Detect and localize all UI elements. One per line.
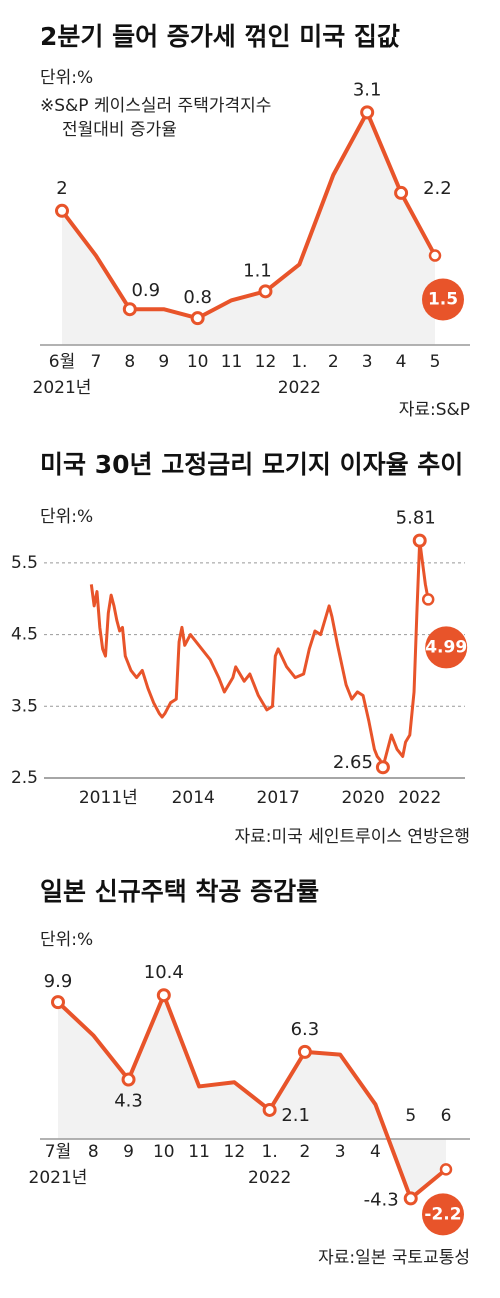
x-tick-label: 6 (441, 1106, 452, 1126)
x-tick-label: 6월 2021년 (33, 352, 92, 398)
value-label: 2 (56, 178, 67, 199)
point-marker (412, 533, 427, 548)
chart-title: 일본 신규주택 착공 증감률 (40, 877, 319, 906)
y-tick-label: 5.5 (11, 553, 38, 573)
x-tick-label: 9 (123, 1142, 134, 1162)
unit-label: 단위:% (40, 507, 93, 527)
x-tick-label: 2 (328, 352, 339, 372)
point-marker (421, 593, 435, 606)
highlight-marker (422, 278, 464, 321)
x-tick-label: 10 (187, 352, 209, 372)
y-tick-label: 3.5 (11, 696, 38, 716)
x-tick-label: 2017 (257, 788, 300, 808)
x-tick-label: 3 (335, 1142, 346, 1162)
source: 자료:S&P (399, 400, 470, 420)
value-label: 6.3 (291, 1019, 320, 1040)
value-label: 4.99 (425, 637, 467, 657)
x-tick-label: 8 (88, 1142, 99, 1162)
point-marker (428, 249, 442, 262)
x-tick-label: 5 (430, 352, 441, 372)
x-tick-label: 2022 (398, 788, 441, 808)
point-marker (258, 284, 273, 299)
data-line (60, 110, 437, 321)
x-tick-label: 11 (188, 1142, 210, 1162)
value-label: 0.8 (183, 287, 212, 308)
x-tick-label: 9 (158, 352, 169, 372)
note: 전월대비 증가율 (62, 120, 177, 140)
point-marker (122, 302, 137, 317)
point-marker (55, 203, 69, 218)
data-line (89, 539, 430, 769)
point-marker (297, 1044, 312, 1059)
source: 자료:일본 국토교통성 (318, 1248, 470, 1268)
value-label: 9.9 (44, 971, 73, 992)
chart-title: 미국 30년 고정금리 모기지 이자율 추이 (40, 450, 463, 479)
source: 자료:미국 세인트루이스 연방은행 (235, 827, 471, 847)
y-tick-label: 2.5 (11, 768, 38, 788)
note: ※S&P 케이스실러 주택가격지수 (40, 96, 271, 116)
point-marker (439, 1163, 453, 1176)
x-tick-label: 2011년 (79, 788, 138, 808)
unit-label: 단위:% (40, 68, 93, 88)
x-tick-label: 5 (405, 1106, 416, 1126)
value-label: 1.5 (428, 290, 458, 310)
value-label: 4.3 (114, 1091, 143, 1112)
value-label: -4.3 (364, 1189, 399, 1210)
x-tick-label: 3 (362, 352, 373, 372)
point-marker (403, 1191, 418, 1206)
point-marker (190, 311, 205, 326)
highlight-marker (422, 1193, 464, 1236)
x-tick-label: 4 (370, 1142, 381, 1162)
unit-label: 단위:% (40, 930, 93, 950)
point-marker (262, 1102, 277, 1117)
x-tick-label: 12 (255, 352, 277, 372)
x-tick-label: 7월 2021년 (29, 1142, 88, 1188)
x-tick-label: 1. 2022 (278, 352, 321, 398)
x-tick-label: 2014 (172, 788, 215, 808)
x-tick-label: 1. 2022 (248, 1142, 291, 1188)
data-line (56, 993, 448, 1201)
point-marker (51, 995, 65, 1010)
value-label: 2.65 (333, 752, 373, 773)
x-tick-label: 4 (396, 352, 407, 372)
value-label: 3.1 (353, 79, 382, 100)
x-tick-label: 2 (299, 1142, 310, 1162)
area-fill (62, 112, 435, 345)
value-label: 2.1 (281, 1105, 310, 1126)
x-tick-label: 11 (221, 352, 243, 372)
chart-title: 2분기 들어 증가세 꺾인 미국 집값 (40, 22, 400, 51)
point-marker (394, 185, 409, 200)
value-label: 1.1 (243, 260, 272, 281)
value-label: 2.2 (423, 178, 452, 199)
point-marker (375, 760, 390, 775)
point-marker (360, 105, 375, 120)
x-tick-label: 2020 (341, 788, 384, 808)
value-label: -2.2 (424, 1204, 461, 1224)
highlight-marker (425, 626, 468, 669)
point-marker (121, 1072, 136, 1087)
value-label: 0.9 (131, 280, 160, 301)
x-tick-label: 7 (90, 352, 101, 372)
value-label: 10.4 (144, 962, 184, 983)
x-tick-label: 8 (124, 352, 135, 372)
value-label: 5.81 (396, 508, 436, 529)
point-marker (156, 988, 171, 1003)
x-tick-label: 12 (224, 1142, 246, 1162)
x-tick-label: 10 (153, 1142, 175, 1162)
y-tick-label: 4.5 (11, 625, 38, 645)
